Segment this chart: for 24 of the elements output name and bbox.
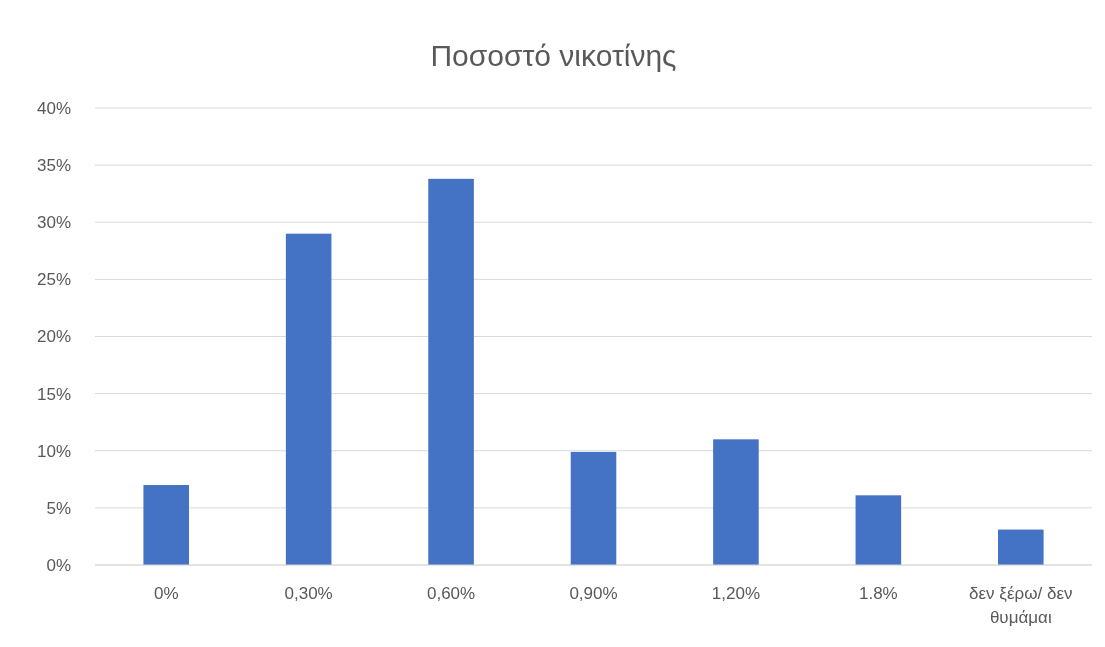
y-tick-label: 15%	[36, 384, 71, 404]
x-tick-label: 0,90%	[569, 584, 618, 603]
x-tick-label: 1,20%	[711, 584, 761, 603]
x-tick-label: 0%	[153, 584, 179, 603]
y-tick-label: 35%	[36, 156, 71, 176]
y-tick-label: 40%	[36, 98, 71, 118]
x-tick-label: 1.8%	[858, 584, 898, 603]
x-tick-label: 0,60%	[426, 584, 476, 603]
bar	[998, 529, 1044, 565]
bar	[143, 485, 189, 565]
y-tick-label: 0%	[46, 555, 71, 575]
y-tick-label: 30%	[36, 213, 71, 233]
x-tick-label: 0,30%	[284, 584, 333, 603]
bar	[855, 495, 902, 565]
bar	[285, 233, 332, 565]
bar	[713, 439, 759, 565]
y-tick-label: 5%	[46, 498, 71, 518]
y-tick-label: 25%	[36, 270, 71, 290]
chart-title: Ποσοστό νικοτίνης	[430, 39, 677, 72]
x-tick-label: δεν ξέρω/ δεν θυμάμαι	[969, 584, 1073, 627]
bar	[570, 451, 617, 565]
y-tick-label: 20%	[36, 327, 71, 347]
y-tick-label: 10%	[36, 441, 71, 461]
bar	[428, 178, 474, 565]
